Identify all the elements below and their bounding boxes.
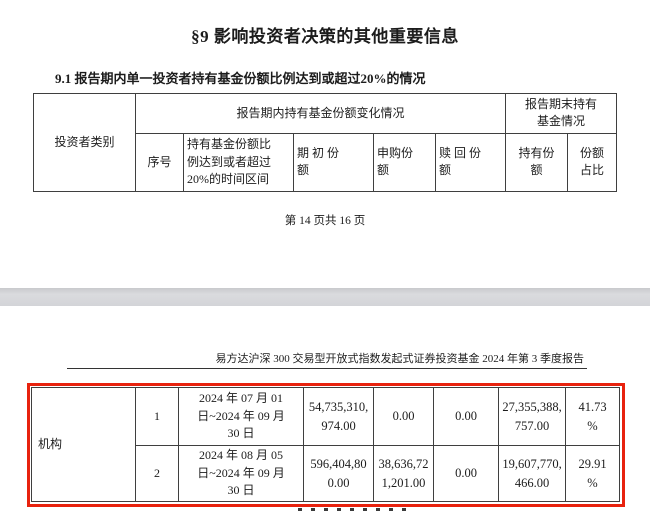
table-row: 序号 持有基金份额比 例达到或者超过 20%的时间区间 期 初 份 额 申购份 …: [34, 132, 618, 192]
cell-investor-type: 机构: [31, 387, 136, 502]
cell-seq: 2: [135, 445, 179, 502]
header-cell-seq: 序号: [135, 132, 184, 192]
page-gap-divider: [0, 288, 650, 306]
page-number-footer: 第 14 页共 16 页: [284, 215, 366, 227]
cell-interval: 2024 年 08 月 05 日~2024 年 09 月 30 日: [178, 445, 304, 502]
clipped-text-sliver: [298, 508, 408, 511]
header-cell-purchase: 申购份 额: [373, 132, 436, 192]
table-row: 机构 1 2024 年 07 月 01 日~2024 年 09 月 30 日 5…: [31, 387, 620, 502]
holders-table-header: 投资者类别 报告期内持有基金份额变化情况 报告期末持有 基金情况 序号 持有基金…: [33, 93, 618, 192]
cell-seq: 1: [135, 387, 179, 446]
cell-share-ratio: 41.73 %: [565, 387, 620, 446]
header-cell-investor-type: 投资者类别: [33, 93, 136, 192]
cell-interval: 2024 年 07 月 01 日~2024 年 09 月 30 日: [178, 387, 304, 446]
cell-purchase-shares: 0.00: [373, 387, 434, 446]
cell-holding-shares: 19,607,770,466.00: [498, 445, 566, 502]
header-cell-period-end-group: 报告期末持有 基金情况: [505, 93, 618, 134]
section-title: §9 影响投资者决策的其他重要信息: [191, 27, 459, 46]
cell-holding-shares: 27,355,388,757.00: [498, 387, 566, 446]
subsection-title: 9.1 报告期内单一投资者持有基金份额比例达到或超过20%的情况: [55, 71, 426, 86]
cell-share-ratio: 29.91 %: [565, 445, 620, 502]
header-cell-ratio: 份额 占比: [567, 132, 618, 192]
cell-opening-shares: 596,404,800.00: [303, 445, 374, 502]
header-cell-interval: 持有基金份额比 例达到或者超过 20%的时间区间: [183, 132, 294, 192]
holders-table-rows: 机构 1 2024 年 07 月 01 日~2024 年 09 月 30 日 5…: [31, 387, 620, 502]
cell-redemption-shares: 0.00: [433, 445, 499, 502]
header-cell-holding: 持有份 额: [505, 132, 569, 192]
cell-opening-shares: 54,735,310,974.00: [303, 387, 374, 446]
cell-purchase-shares: 38,636,721,201.00: [373, 445, 434, 502]
report-running-header: 易方达沪深 300 交易型开放式指数发起式证券投资基金 2024 年第 3 季度…: [67, 351, 587, 369]
table-row: 投资者类别 报告期内持有基金份额变化情况 报告期末持有 基金情况: [33, 93, 618, 192]
table-row: 2 2024 年 08 月 05 日~2024 年 09 月 30 日 596,…: [32, 445, 620, 502]
cell-redemption-shares: 0.00: [433, 387, 499, 446]
highlight-rectangle: 机构 1 2024 年 07 月 01 日~2024 年 09 月 30 日 5…: [27, 383, 625, 507]
header-cell-redemption: 赎 回 份 额: [434, 132, 507, 192]
header-cell-period-change-group: 报告期内持有基金份额变化情况: [134, 93, 507, 134]
header-cell-opening: 期 初 份 额: [293, 132, 374, 192]
